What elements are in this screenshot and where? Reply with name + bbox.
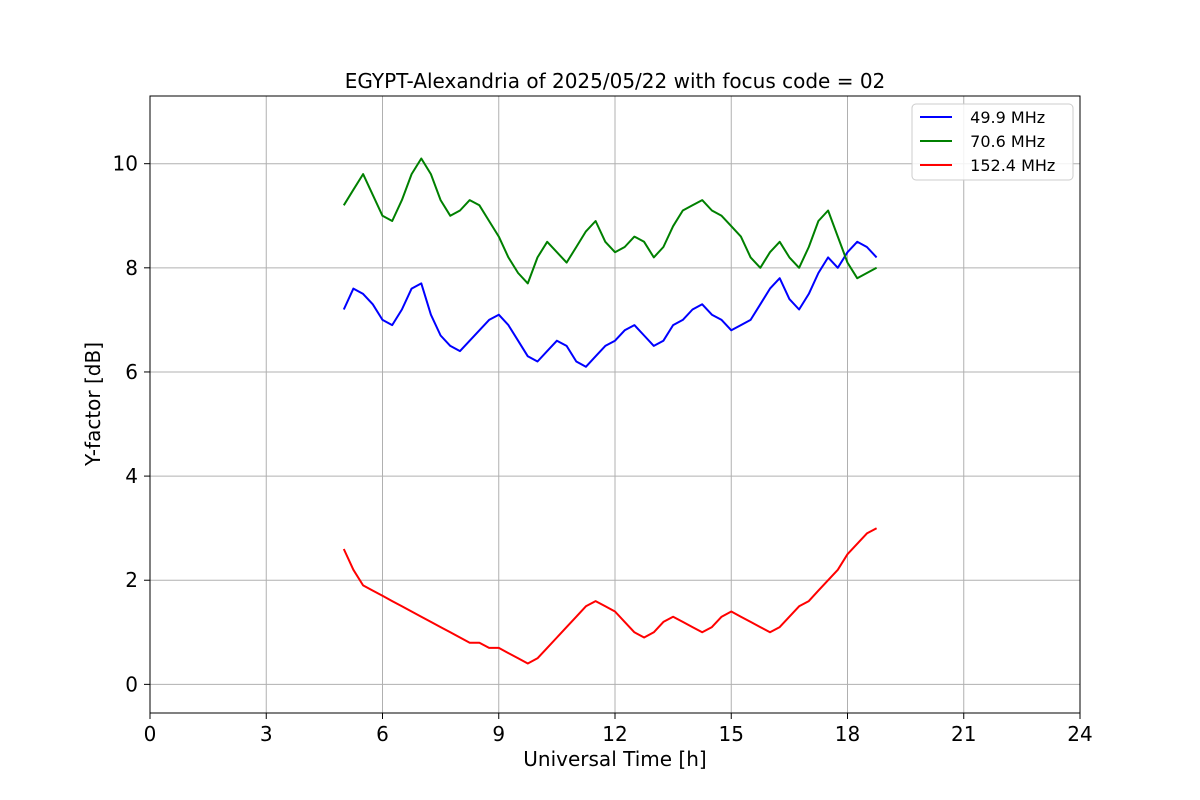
legend-label-49-9: 49.9 MHz (960, 108, 1045, 127)
x-axis-label: Universal Time [h] (523, 747, 706, 771)
legend-box (911, 103, 1074, 181)
x-tick-label: 6 (376, 722, 389, 746)
y-axis-ticks: 0 2 4 6 8 10 (113, 152, 150, 696)
x-tick-label: 0 (144, 722, 157, 746)
y-tick-label: 8 (125, 256, 138, 280)
legend: 49.9 MHz 70.6 MHz 152.4 MHz (911, 103, 1074, 181)
grid-lines (149, 96, 1081, 713)
x-tick-label: 18 (835, 722, 860, 746)
y-tick-label: 2 (125, 568, 138, 592)
y-axis-label: Y-factor [dB] (81, 342, 105, 467)
x-tick-label: 15 (719, 722, 744, 746)
y-tick-label: 0 (125, 672, 138, 696)
series-line-1 (342, 157, 878, 285)
x-tick-label: 3 (260, 722, 273, 746)
x-tick-label: 12 (602, 722, 627, 746)
x-tick-label: 24 (1067, 722, 1092, 746)
series-line-0 (342, 240, 878, 368)
series-line-2 (342, 527, 878, 665)
legend-label-70-6: 70.6 MHz (960, 132, 1045, 151)
x-tick-label: 21 (951, 722, 976, 746)
y-tick-label: 6 (125, 360, 138, 384)
y-tick-label: 10 (113, 152, 138, 176)
legend-label-152-4: 152.4 MHz (960, 156, 1055, 175)
chart-title: EGYPT-Alexandria of 2025/05/22 with focu… (345, 69, 886, 93)
x-axis-ticks: 0 3 6 9 12 15 18 21 24 (144, 713, 1093, 746)
y-tick-label: 4 (125, 464, 138, 488)
x-tick-label: 9 (492, 722, 505, 746)
plot-area (342, 157, 878, 665)
